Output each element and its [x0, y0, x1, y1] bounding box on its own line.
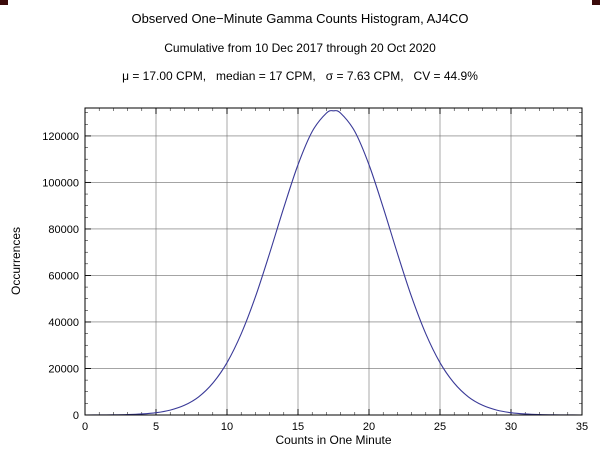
- x-tick-label: 5: [153, 421, 159, 433]
- x-tick-label: 10: [221, 421, 233, 433]
- y-axis-label: Occurrences: [9, 226, 23, 296]
- x-tick-label: 35: [576, 421, 588, 433]
- x-tick-label: 20: [363, 421, 375, 433]
- y-tick-label: 80000: [48, 224, 79, 236]
- x-tick-label: 25: [434, 421, 446, 433]
- y-tick-label: 120000: [42, 131, 79, 143]
- y-tick-label: 0: [73, 410, 79, 422]
- x-axis-label: Counts in One Minute: [275, 433, 392, 447]
- chart-subtitle: Cumulative from 10 Dec 2017 through 20 O…: [164, 41, 436, 55]
- histogram-curve: [84, 110, 583, 416]
- x-tick-label: 15: [292, 421, 304, 433]
- x-tick-label: 0: [82, 421, 88, 433]
- chart-title: Observed One−Minute Gamma Counts Histogr…: [131, 11, 469, 26]
- chart-stats-line: μ = 17.00 CPM, median = 17 CPM, σ = 7.63…: [122, 69, 478, 83]
- fiducial-marker-top-left: [0, 0, 8, 5]
- plot-frame: [84, 107, 583, 416]
- x-tick-label: 30: [505, 421, 517, 433]
- y-tick-label: 60000: [48, 270, 79, 282]
- y-tick-label: 20000: [48, 363, 79, 375]
- y-tick-label: 100000: [42, 177, 79, 189]
- y-tick-label: 40000: [48, 317, 79, 329]
- fiducial-marker-top-right: [592, 0, 600, 5]
